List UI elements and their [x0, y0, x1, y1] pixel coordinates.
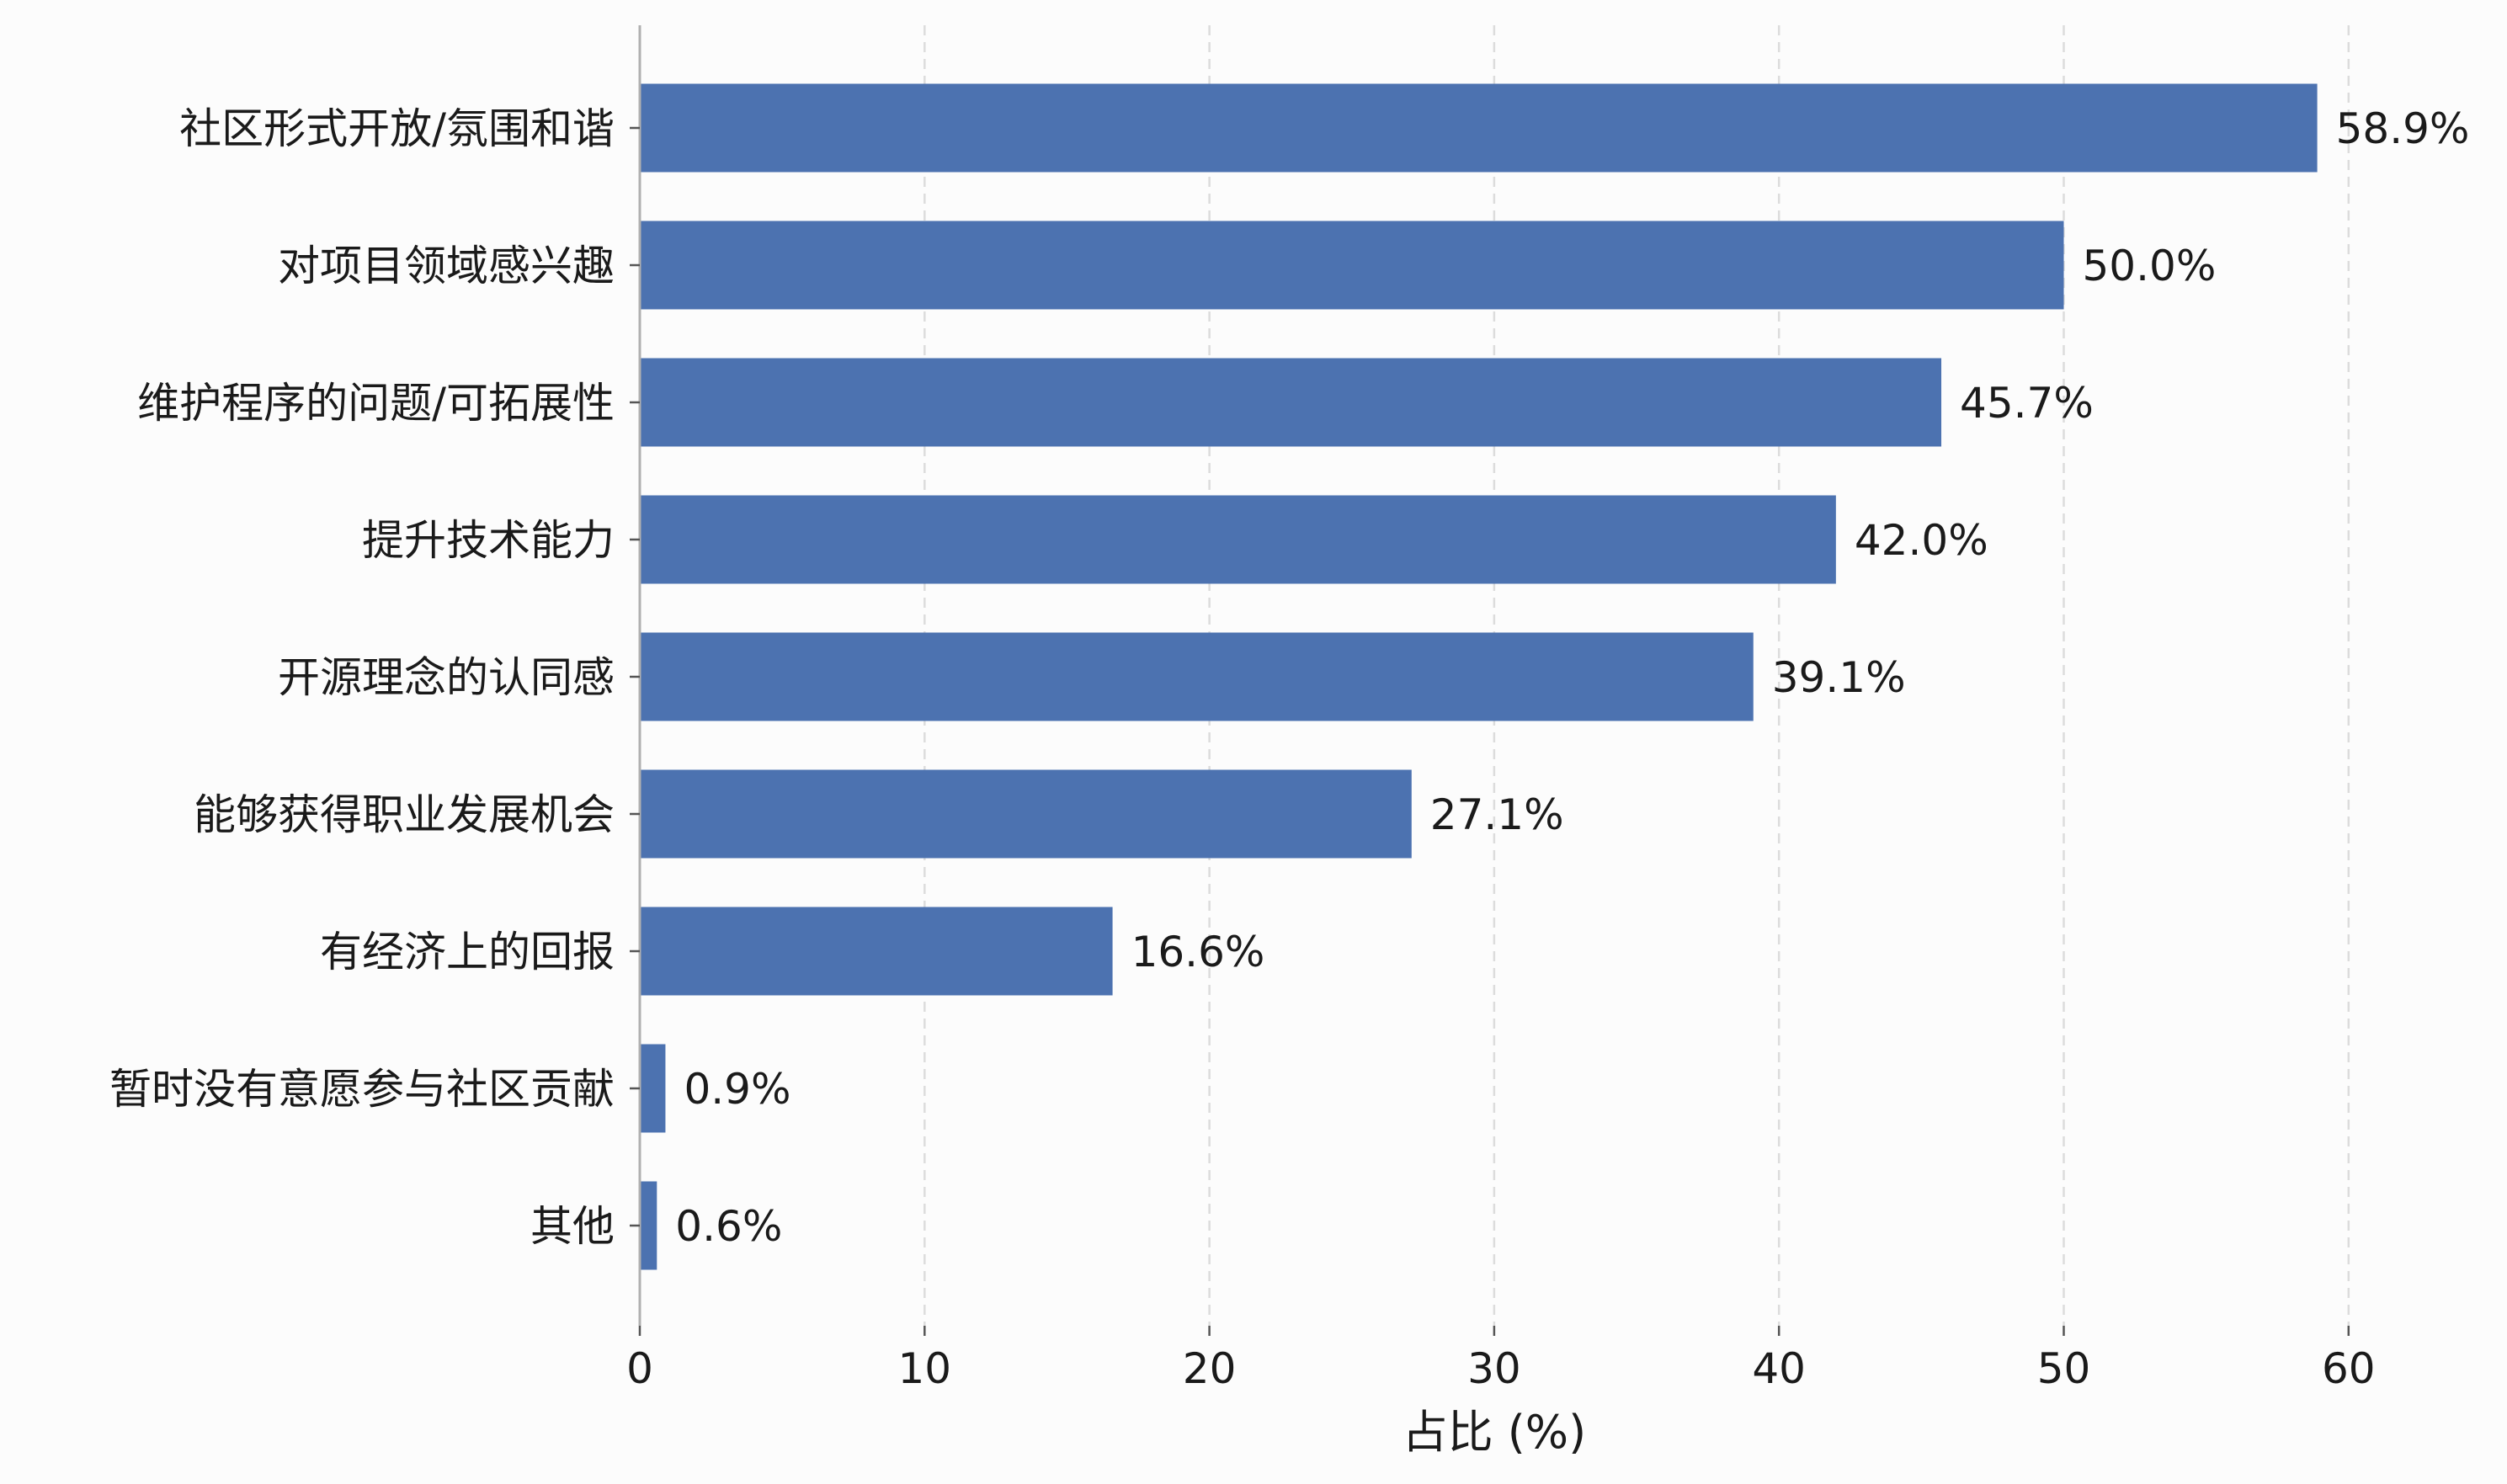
value-label: 50.0% — [2083, 242, 2217, 290]
grid-lines — [923, 25, 2350, 1326]
x-tick-label: 10 — [897, 1344, 951, 1393]
category-label: 维护程序的问题/可拓展性 — [137, 379, 615, 428]
bar — [640, 495, 1836, 584]
value-label: 0.6% — [675, 1202, 782, 1251]
bar — [640, 1044, 666, 1133]
bar — [640, 632, 1754, 721]
x-tick-label: 50 — [2037, 1344, 2091, 1393]
value-label: 16.6% — [1131, 928, 1265, 976]
bar — [640, 769, 1412, 859]
category-label: 其他 — [530, 1202, 615, 1251]
category-label: 对项目领域感兴趣 — [278, 242, 615, 290]
value-label: 27.1% — [1430, 790, 1564, 839]
bar — [640, 358, 1942, 447]
bar — [640, 1181, 657, 1270]
category-label: 开源理念的认同感 — [278, 653, 615, 702]
category-label: 暂时没有意愿参与社区贡献 — [109, 1065, 615, 1114]
x-axis-title: 占比 (%) — [1403, 1406, 1587, 1459]
bar — [640, 83, 2318, 173]
value-label: 0.9% — [684, 1065, 790, 1114]
category-label: 社区形式开放/氛围和谐 — [179, 104, 615, 153]
value-label: 42.0% — [1855, 516, 1988, 565]
value-label: 39.1% — [1772, 653, 1906, 702]
x-tick-label: 40 — [1752, 1344, 1806, 1393]
value-labels: 58.9% 50.0% 45.7% 42.0% 39.1% 27.1% 16.6% 0.9% 0… — [675, 104, 2469, 1251]
bar — [640, 221, 2064, 310]
x-tick-label: 30 — [1467, 1344, 1521, 1393]
category-label: 提升技术能力 — [362, 516, 615, 565]
bar — [640, 907, 1113, 996]
value-label: 45.7% — [1960, 379, 2094, 428]
x-tick-label: 60 — [2322, 1344, 2376, 1393]
value-label: 58.9% — [2336, 104, 2470, 153]
category-label: 有经济上的回报 — [320, 928, 615, 976]
bars-group — [640, 83, 2318, 1270]
category-labels: 社区形式开放/氛围和谐对项目领域感兴趣维护程序的问题/可拓展性提升技术能力开源理… — [109, 104, 640, 1251]
category-label: 能够获得职业发展机会 — [194, 790, 615, 839]
x-axis-ticks: 0 10 20 30 40 50 60 — [626, 1326, 2376, 1393]
x-tick-label: 0 — [626, 1344, 653, 1393]
x-tick-label: 20 — [1183, 1344, 1237, 1393]
